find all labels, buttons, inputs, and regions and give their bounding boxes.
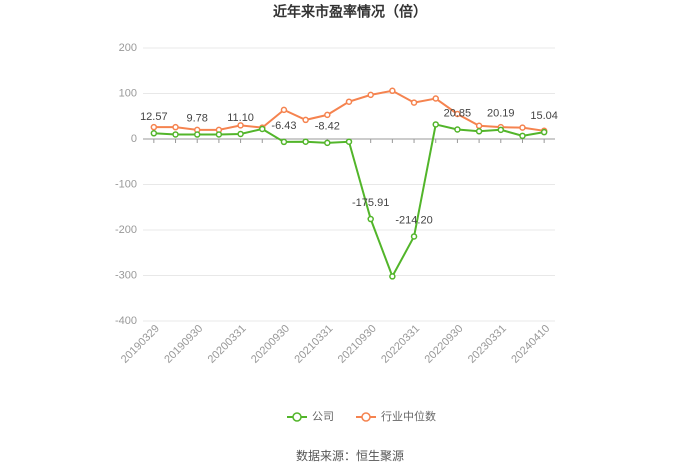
value-label: 20.85 [444,107,472,119]
point [367,91,374,99]
x-tick-label: 20240410 [509,323,552,366]
point [519,132,526,140]
value-label: -175.91 [352,197,389,209]
x-tick-label: 20210331 [292,323,335,366]
point [215,131,223,138]
value-label: 9.78 [186,112,207,124]
point [540,128,548,136]
point [237,122,244,129]
x-tick-label: 20190329 [119,323,162,366]
value-label: 12.57 [140,111,168,123]
y-tick-label: 100 [119,87,137,99]
point [237,130,244,138]
legend-marker [361,412,371,422]
y-tick-label: -200 [115,224,137,236]
point [475,122,483,130]
point [280,138,288,146]
point [172,131,179,138]
point [345,138,353,145]
point [410,99,418,106]
point [150,123,158,131]
point [519,124,526,131]
point [345,98,353,105]
x-tick-label: 20200331 [206,323,249,366]
point [280,106,288,114]
point [193,131,201,138]
point [432,121,439,128]
y-tick-label: 0 [131,133,137,145]
point [324,111,331,119]
chart-title: 近年来市盈率情况（倍） [273,4,427,20]
value-label: -6.43 [271,120,296,132]
point [410,233,418,240]
point [259,125,266,133]
x-tick-label: 20230331 [466,323,509,366]
x-tick-label: 20210930 [336,323,379,366]
y-tick-label: -100 [115,178,137,190]
y-tick-label: -300 [115,269,137,281]
value-label: -8.42 [315,121,340,133]
value-label: -214.20 [395,214,432,226]
value-label: 15.04 [530,110,558,122]
x-tick-label: 20200930 [249,323,292,366]
point [497,126,505,134]
point [454,126,461,133]
legend-label: 行业中位数 [381,409,436,423]
value-label: 20.19 [487,108,515,120]
point [172,123,179,131]
x-tick-label: 20220930 [422,323,465,366]
x-tick-label: 20190930 [162,323,205,366]
value-label: 11.10 [227,112,254,124]
point [302,138,309,145]
legend-marker [292,412,302,422]
point [432,95,439,102]
y-tick-label: -400 [115,315,137,327]
series-line [153,123,545,279]
series-line [153,89,545,132]
point [302,116,309,124]
point [324,139,331,147]
x-tick-label: 20220331 [379,323,422,366]
point [367,215,374,223]
point [475,128,483,135]
point [454,110,461,118]
legend-label: 公司 [312,411,334,423]
point [150,130,158,137]
point [389,273,396,280]
source: 数据来源：恒生聚源 [296,448,404,463]
y-tick-label: 200 [119,42,137,54]
point [389,87,396,95]
